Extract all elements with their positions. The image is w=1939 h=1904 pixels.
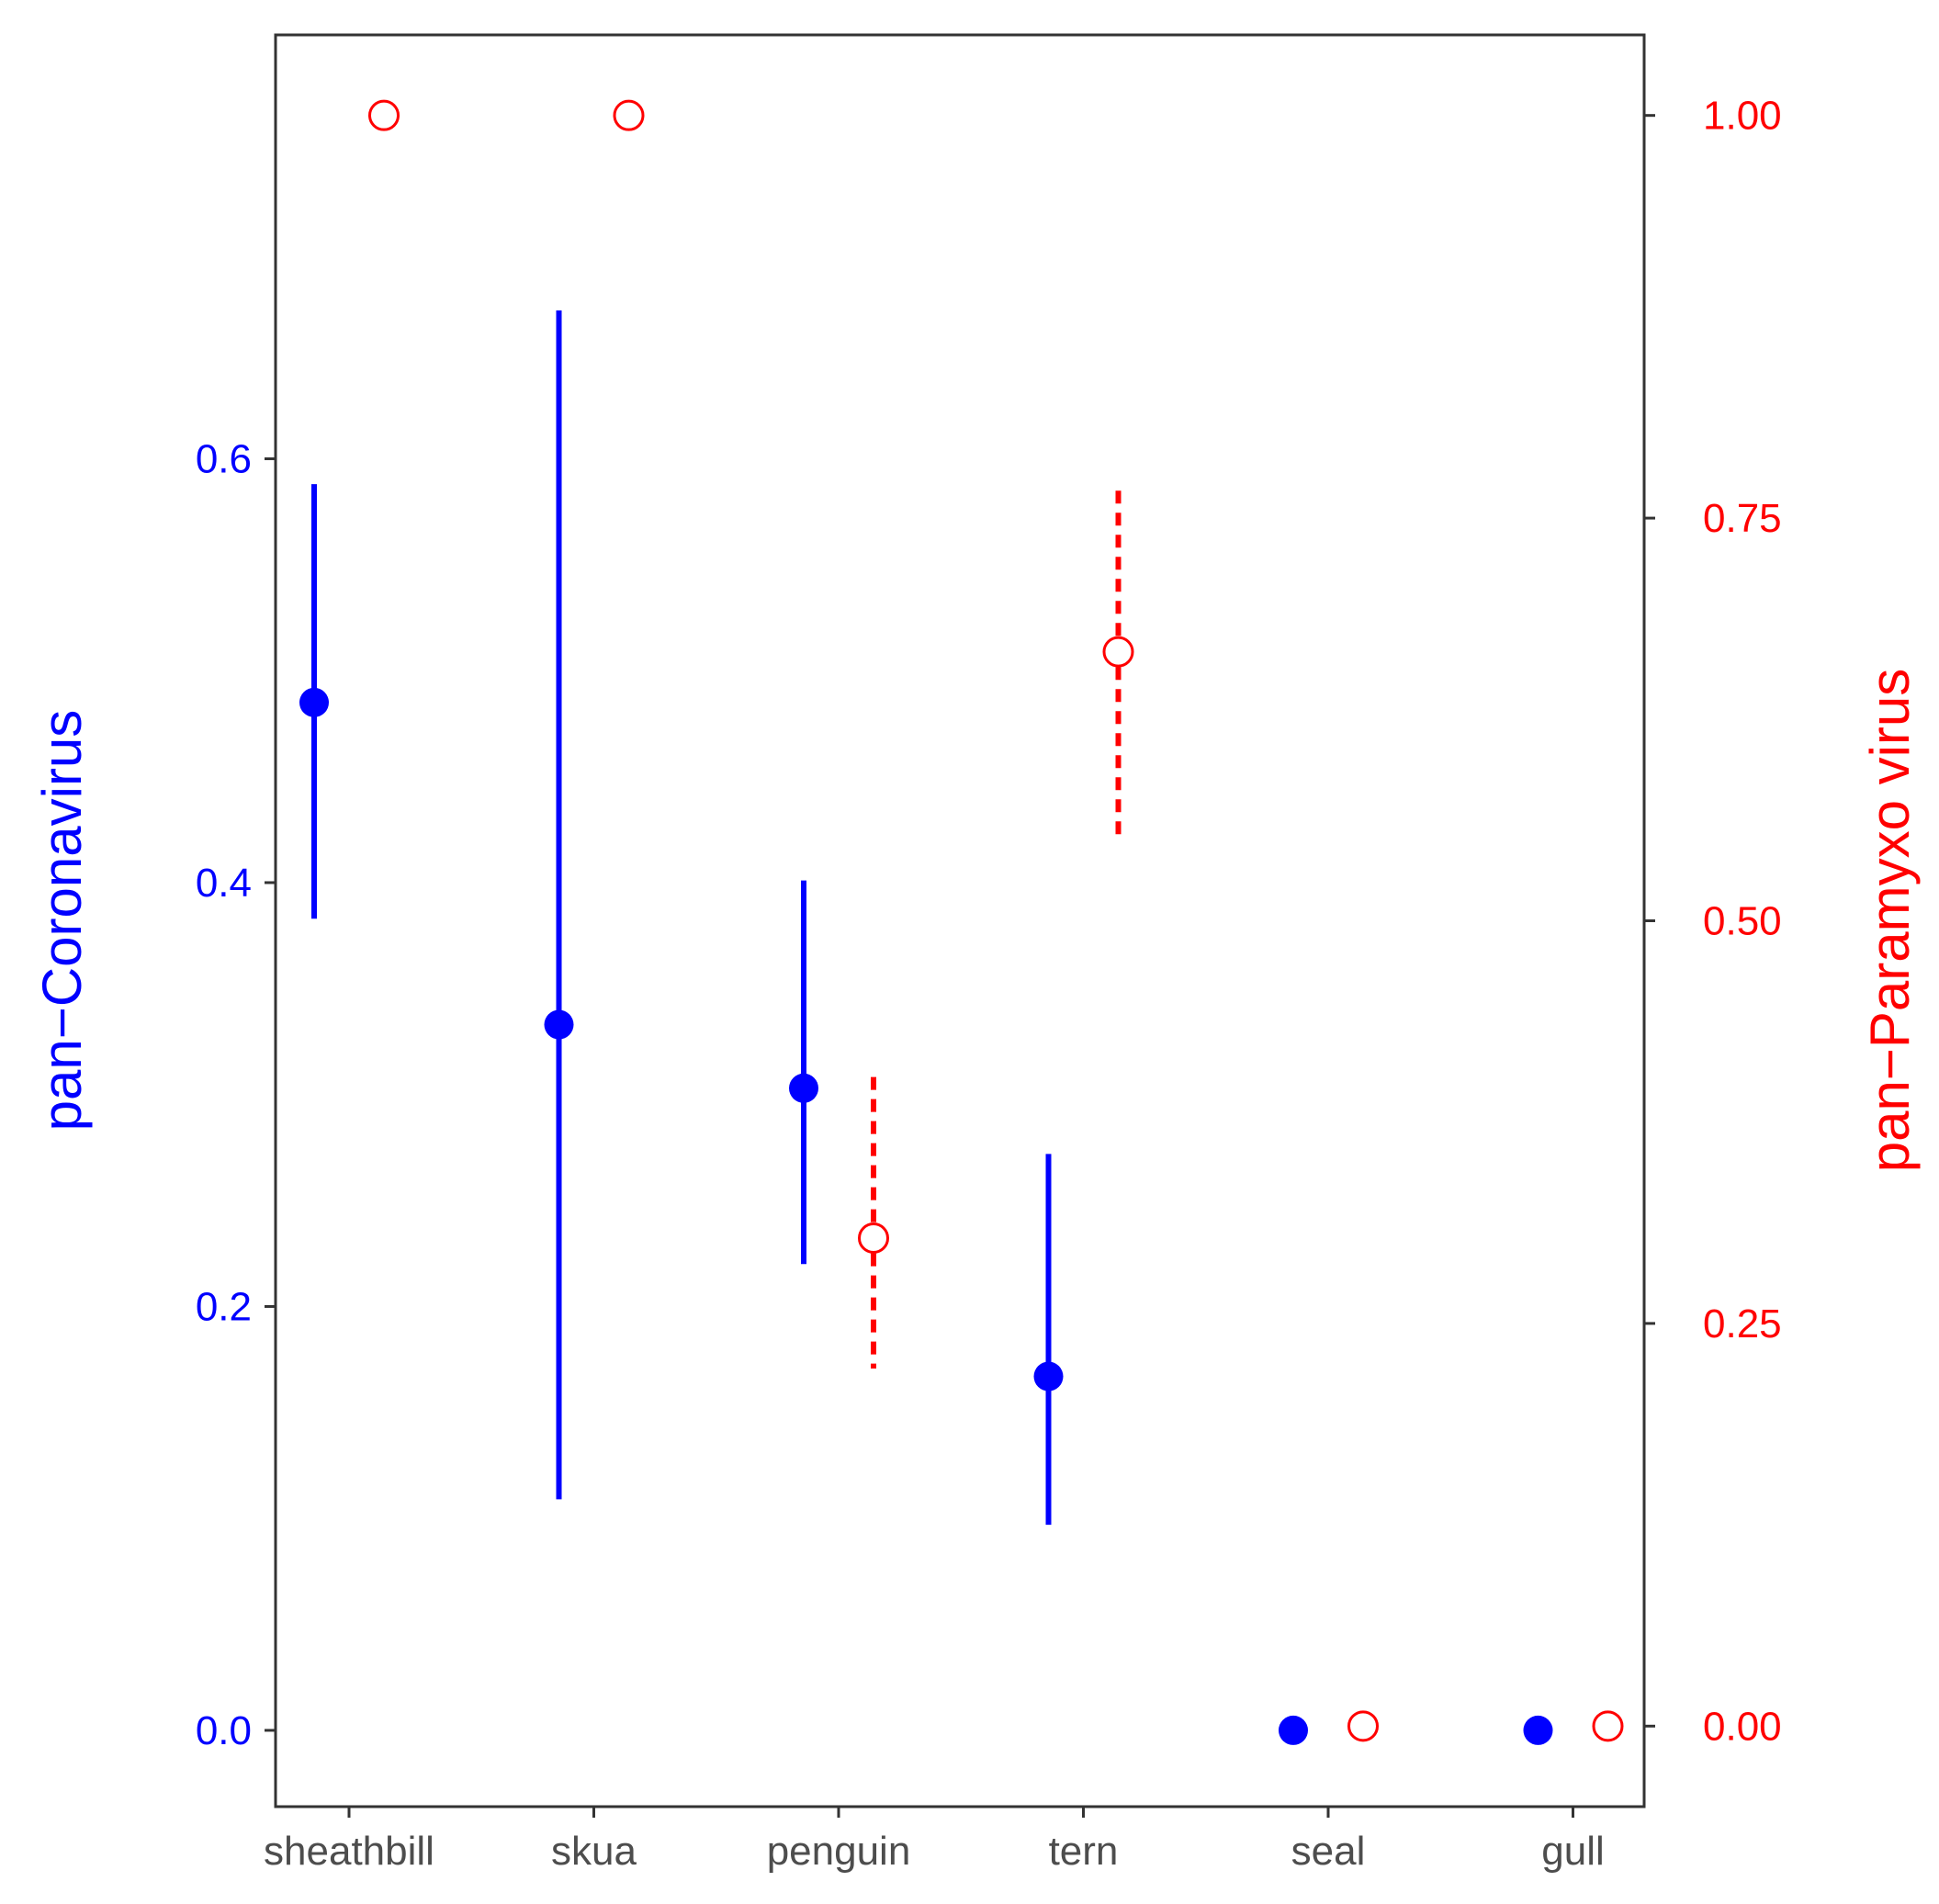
x-axis: sheathbill skua penguin tern seal gull (264, 1807, 1605, 1874)
coronavirus-point (299, 687, 329, 717)
x-tick-label: tern (1049, 1829, 1119, 1874)
plot-panel (274, 33, 1646, 1808)
left-y-axis-title: pan−Coronavirus (31, 710, 93, 1132)
paramyxo-point (1102, 636, 1134, 668)
x-tick-label: sheathbill (264, 1829, 434, 1874)
coronavirus-point (544, 1009, 574, 1040)
coronavirus-point (1279, 1715, 1308, 1745)
coronavirus-point (1033, 1361, 1064, 1391)
right-y-tick-label: 0.00 (1703, 1704, 1782, 1749)
coronavirus-point (1523, 1715, 1553, 1745)
paramyxo-point (1592, 1710, 1624, 1742)
paramyxo-point (1347, 1710, 1379, 1742)
chart-marks (299, 99, 1624, 1745)
left-y-tick-label: 0.6 (196, 436, 252, 481)
left-y-tick-label: 0.0 (196, 1708, 252, 1753)
right-y-tick-label: 0.75 (1703, 496, 1782, 541)
right-y-axis-title: pan−Paramyxo virus (1859, 669, 1921, 1173)
left-y-axis: 0.0 0.2 0.4 0.6 (196, 436, 276, 1753)
left-y-tick-label: 0.2 (196, 1284, 252, 1329)
right-y-tick-label: 0.25 (1703, 1301, 1782, 1346)
x-tick-label: penguin (767, 1829, 911, 1874)
x-tick-label: gull (1541, 1829, 1605, 1874)
paramyxo-point (368, 99, 400, 131)
x-tick-label: skua (551, 1829, 637, 1874)
right-y-axis: 0.00 0.25 0.50 0.75 1.00 (1644, 94, 1782, 1749)
right-y-tick-label: 1.00 (1703, 94, 1782, 139)
x-tick-label: seal (1291, 1829, 1366, 1874)
right-y-tick-label: 0.50 (1703, 899, 1782, 944)
coronavirus-point (789, 1073, 818, 1103)
paramyxo-point (613, 99, 645, 131)
paramyxo-point (858, 1222, 889, 1254)
left-y-tick-label: 0.4 (196, 861, 252, 906)
